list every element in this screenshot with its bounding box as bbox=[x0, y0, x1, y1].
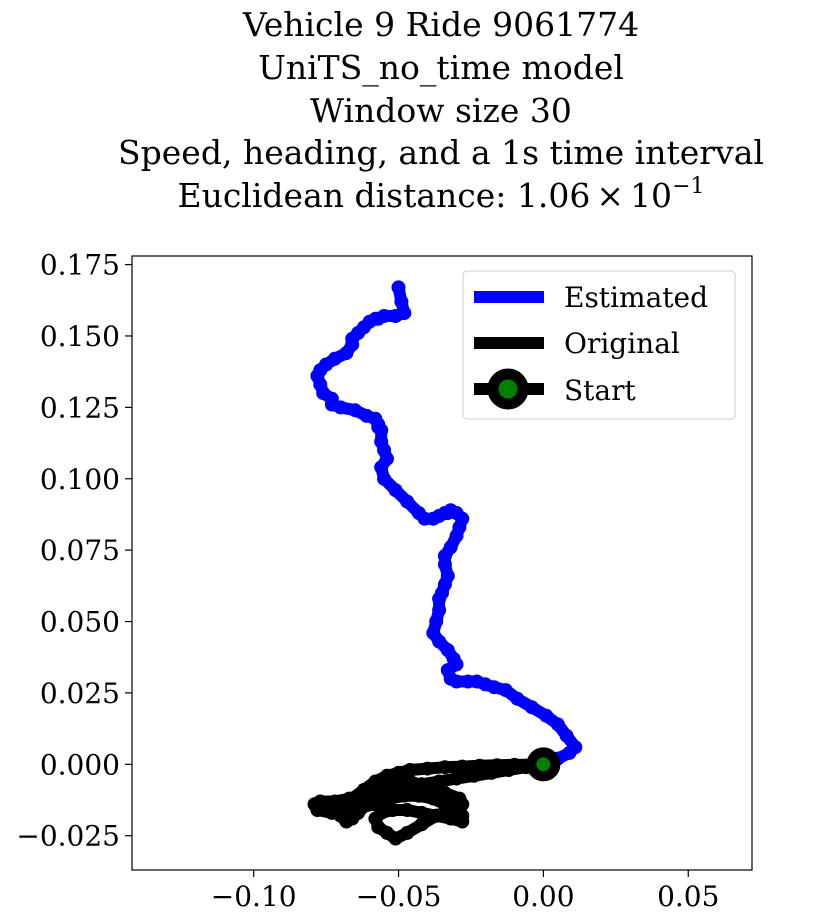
series-original-point bbox=[403, 763, 418, 777]
y-tick-label: 0.050 bbox=[40, 606, 120, 639]
series-original-point bbox=[385, 803, 400, 817]
series-estimated-point bbox=[559, 728, 574, 743]
y-tick-label: 0.025 bbox=[40, 677, 120, 710]
series-estimated-point bbox=[426, 626, 441, 640]
series-estimated-point bbox=[394, 294, 409, 309]
series-original-point bbox=[472, 758, 487, 773]
series-original-point bbox=[490, 758, 504, 773]
series-estimated-point bbox=[498, 683, 513, 698]
plot-frame bbox=[131, 255, 753, 871]
title-distance-base: 10 bbox=[630, 176, 672, 215]
series-original-point bbox=[437, 760, 452, 775]
series-original-point bbox=[432, 774, 447, 789]
series-original-point bbox=[310, 803, 325, 817]
series-estimated-point bbox=[440, 568, 455, 583]
title-distance-prefix: Euclidean distance: bbox=[177, 176, 516, 215]
series-original-point bbox=[388, 831, 403, 846]
title-distance-times: × bbox=[596, 176, 624, 215]
series-estimated-point bbox=[391, 280, 406, 295]
series-original-point bbox=[437, 785, 452, 800]
series-estimated-point bbox=[377, 309, 392, 323]
y-tick-label: 0.150 bbox=[40, 320, 120, 353]
series-original-point bbox=[403, 774, 418, 789]
y-tick-label: 0.000 bbox=[40, 748, 120, 781]
series-original-point bbox=[429, 808, 444, 823]
series-original-point bbox=[382, 791, 397, 806]
legend-label-start: Start bbox=[564, 374, 637, 407]
series-original-point bbox=[397, 788, 412, 803]
x-axis: −0.10 −0.05 0.00 0.05 bbox=[211, 870, 719, 913]
series-original-point bbox=[426, 791, 441, 806]
series-estimated-point bbox=[539, 708, 554, 723]
y-tick-label: 0.075 bbox=[40, 534, 120, 567]
series-original-point bbox=[455, 814, 470, 829]
series-estimated-point bbox=[388, 483, 403, 498]
series-original-point bbox=[420, 780, 435, 795]
start-marker bbox=[526, 747, 561, 782]
y-axis: −0.025 0.000 0.025 0.050 0.075 0.100 0.125 0.15… bbox=[16, 249, 132, 853]
series-original-point bbox=[368, 774, 383, 789]
series-original-point bbox=[414, 817, 429, 832]
title-line-3: Window size 30 bbox=[310, 91, 572, 130]
series-estimated-point bbox=[443, 540, 458, 555]
series-estimated-point bbox=[377, 471, 392, 486]
title-distance-mantissa: 1.06 bbox=[517, 176, 590, 215]
series-original-point bbox=[449, 771, 464, 786]
legend-swatch-start-marker bbox=[487, 368, 529, 410]
y-tick-label: 0.100 bbox=[40, 463, 120, 496]
series-estimated-point bbox=[374, 434, 389, 449]
series-estimated-point bbox=[524, 700, 539, 715]
series-original-point bbox=[391, 765, 406, 780]
series-original-point bbox=[359, 797, 374, 812]
series-estimated-point bbox=[327, 351, 342, 366]
series-estimated-point bbox=[461, 674, 476, 689]
series-estimated-point bbox=[429, 614, 444, 629]
series-estimated-point bbox=[397, 306, 412, 321]
series-original-point bbox=[345, 791, 360, 806]
y-tick-label: 0.125 bbox=[40, 391, 120, 424]
chart-title: Vehicle 9 Ride 9061774 UniTS_no_time mod… bbox=[118, 5, 764, 215]
series-estimated-point bbox=[550, 717, 565, 732]
legend-box bbox=[462, 270, 736, 420]
series-original-point bbox=[455, 759, 470, 774]
series-estimated-point bbox=[359, 408, 374, 423]
series-estimated-point bbox=[432, 603, 447, 618]
series-original-point bbox=[420, 761, 435, 776]
series-original-point bbox=[411, 788, 426, 803]
x-tick-label: −0.10 bbox=[211, 880, 297, 913]
series-estimated-point bbox=[400, 494, 415, 509]
y-tick-label: 0.175 bbox=[40, 249, 120, 282]
series-original-point bbox=[380, 768, 394, 783]
x-tick-label: −0.05 bbox=[356, 880, 442, 913]
series-estimated-point bbox=[411, 506, 426, 520]
title-line-2: UniTS_no_time model bbox=[258, 48, 624, 88]
series-original-point bbox=[443, 803, 458, 817]
series-original-point bbox=[400, 803, 415, 817]
series-original-point bbox=[400, 825, 415, 840]
title-line-1: Vehicle 9 Ride 9061774 bbox=[242, 5, 639, 44]
series-original-point bbox=[336, 800, 351, 815]
series-estimated-point bbox=[440, 643, 455, 658]
series-estimated-point bbox=[568, 740, 583, 755]
legend: Estimated Original Start bbox=[462, 270, 736, 420]
title-distance-exponent: −1 bbox=[672, 174, 704, 199]
series-original-point bbox=[414, 805, 429, 820]
series-original-point bbox=[356, 783, 371, 797]
x-tick-label: 0.00 bbox=[512, 880, 574, 913]
title-line-4: Speed, heading, and a 1s time interval bbox=[118, 133, 764, 172]
y-tick-label: −0.025 bbox=[16, 820, 120, 853]
start-layer bbox=[526, 747, 561, 782]
x-tick-label: 0.05 bbox=[657, 880, 719, 913]
series-original-point bbox=[368, 788, 383, 803]
series-estimated-point bbox=[348, 403, 363, 418]
legend-label-original: Original bbox=[564, 327, 680, 360]
series-original-point bbox=[452, 791, 467, 806]
title-line-5: Euclidean distance: 1.06 × 10−1 bbox=[177, 174, 704, 215]
series-estimated-point bbox=[510, 691, 525, 706]
legend-label-estimated: Estimated bbox=[564, 281, 708, 314]
series-original-point bbox=[507, 757, 522, 772]
